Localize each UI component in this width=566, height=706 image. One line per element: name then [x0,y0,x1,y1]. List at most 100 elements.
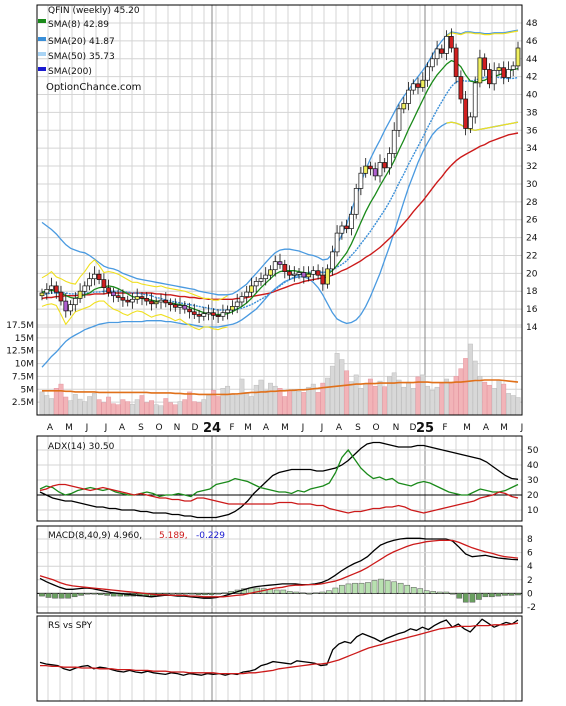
candle-body [187,308,192,313]
macd-histogram-bar [286,591,293,594]
price-tick-label: 34 [526,144,538,154]
candle-body [215,315,221,317]
macd-histogram-bar [52,593,58,599]
x-tick-label: M [463,423,471,433]
candle-body [191,311,197,315]
volume-tick-label: 10M [15,360,34,370]
x-tick-label: A [483,423,490,433]
volume-bar [72,394,78,416]
macd-histogram-bar [352,582,358,594]
candle-body [277,261,283,265]
candle-body [149,300,154,305]
envelope-lower-line [41,300,228,331]
volume-bar [91,393,97,416]
candle-body [49,285,54,290]
volume-bar [115,404,121,416]
macd-histogram-bar [443,591,450,594]
macd-histogram-bar [417,588,424,594]
volume-bar [458,368,464,416]
candle-body [458,76,464,100]
candle-body [425,66,430,81]
envelope-lower-recent-line [446,121,519,131]
candle-body [134,296,140,300]
candle-body [249,285,254,293]
candle-body [130,298,135,303]
volume-bar [248,396,254,416]
volume-bar [106,396,112,416]
candle-body [472,82,478,118]
adx-label: ADX(14) 30.50 [48,442,115,452]
macd-histogram-bar [299,592,306,594]
volume-bar [339,359,345,416]
volume-bar [496,379,502,416]
lower-band-line [41,121,519,368]
candle-body [163,299,169,304]
candle-body [339,225,345,234]
volume-bar [63,396,69,416]
candle-body [315,270,321,276]
volume-bar [239,378,245,416]
candle-body [53,285,59,293]
macd-histogram-bar [430,591,437,594]
panel-frame-adx [36,435,523,522]
volume-bar [234,395,240,416]
x-tick-label: O [155,423,162,433]
macd-histogram-bar [391,581,397,594]
candle-body [415,83,421,88]
volume-bar [168,402,173,416]
adx-series-line [39,448,519,498]
volume-bar [110,403,116,416]
price-tick-label: 26 [526,216,538,226]
macd-series-line [39,537,519,599]
candle-body [111,291,116,297]
price-tick-label: 28 [526,198,538,208]
candle-body [253,281,259,287]
price-tick-label: 20 [526,269,538,279]
volume-bar [406,381,411,416]
x-tick-label: J [520,423,524,433]
macd-histogram-bar [97,593,104,596]
candle-body [244,291,250,297]
macd-tick-label: 0 [527,589,533,599]
price-tick-label: 18 [526,287,538,297]
x-tick-label: S [138,423,144,433]
candle-body [344,225,349,230]
volume-bar [258,379,264,416]
candle-body [391,129,397,154]
candle-body [377,162,383,177]
volume-bar [191,401,197,416]
volume-bar [344,370,350,416]
candle-body [196,314,202,317]
candle-body [172,304,178,308]
volume-tick-label: 7.5M [12,372,34,382]
candle-body [468,116,473,129]
candle-body [434,48,440,60]
volume-bar [263,390,269,416]
macd-histogram-bar [110,593,117,597]
volume-bar [329,365,335,416]
envelope-upper-line [41,259,228,301]
volume-bar [429,390,435,416]
x-tick-label: A [47,423,54,433]
macd-histogram-bar [306,593,313,595]
volume-tick-label: 15M [15,334,34,344]
macd-histogram-bar [358,582,365,594]
volume-bar [506,393,511,416]
price-tick-label: 16 [526,305,538,315]
volume-bar [96,399,102,416]
rs-series-line [39,618,519,676]
volume-average-line [42,379,519,396]
macd-tick-label: -2 [527,603,536,613]
macd-histogram-bar [332,587,339,594]
candle-body [87,278,92,287]
volume-bar [467,343,473,416]
candle-body [477,57,483,84]
volume-bar [353,374,359,416]
volume-tick-label: 2.5M [12,398,34,408]
candle-body [349,213,354,229]
macd-histogram-bar [482,593,489,598]
candle-body [120,297,126,301]
x-tick-label: J [301,423,305,433]
macd-histogram-bar [39,593,45,597]
volume-bar [153,404,159,416]
